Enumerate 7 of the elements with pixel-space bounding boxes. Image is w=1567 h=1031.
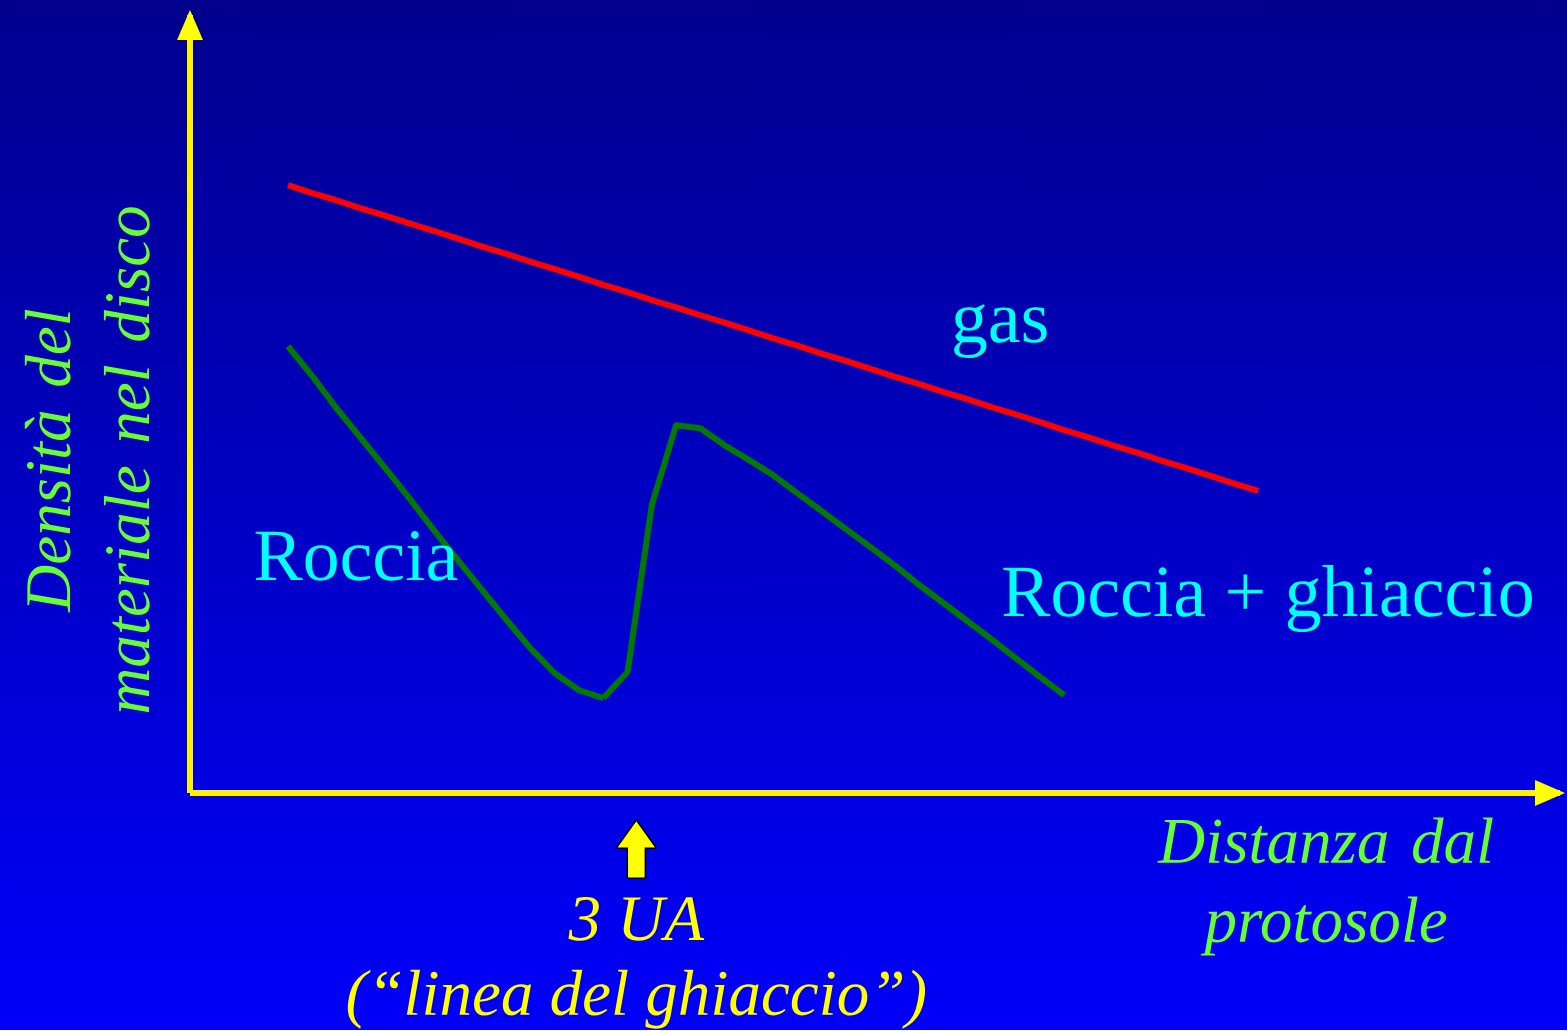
x-axis-title: Distanza dal protosole: [1157, 817, 1493, 956]
series-label: gas: [954, 304, 1047, 358]
series-label: Roccia + ghiaccio: [1003, 564, 1532, 633]
text: 3 UA: [568, 897, 705, 941]
text: (“linea del ghiaccio”): [347, 969, 926, 1029]
series-label: Roccia: [255, 531, 458, 581]
y-axis-title: Densità del materiale nel disco: [24, 207, 150, 713]
